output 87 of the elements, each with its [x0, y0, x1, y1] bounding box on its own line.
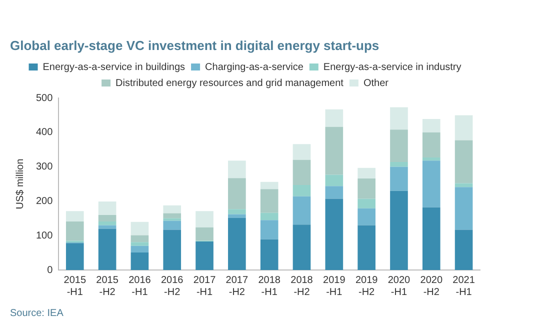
- bar: [358, 168, 376, 178]
- bar: [390, 107, 408, 130]
- bar: [292, 185, 311, 196]
- bar: [260, 212, 278, 220]
- x-tick-label: 2019 -H2: [355, 274, 378, 298]
- bar: [422, 132, 440, 158]
- x-tick-label: 2020 -H2: [420, 274, 443, 298]
- bar: [325, 174, 344, 186]
- bar: [260, 220, 278, 240]
- x-tick-label: 2017 -H2: [226, 274, 248, 298]
- x-tick-label: 2020 -H1: [388, 274, 411, 298]
- bar: [454, 187, 473, 230]
- bar: [292, 160, 311, 186]
- bar: [130, 222, 149, 236]
- bar: [130, 242, 149, 246]
- bar: [422, 158, 440, 161]
- bar: [292, 224, 311, 270]
- bar: [66, 211, 84, 222]
- bar: [196, 211, 214, 228]
- bar: [325, 186, 344, 199]
- bar: [163, 220, 182, 230]
- y-tick-label: 100: [36, 230, 54, 242]
- bar: [454, 115, 473, 140]
- y-tick-label: 500: [36, 92, 54, 104]
- bar: [260, 239, 278, 270]
- legend-label: Distributed energy resources and grid management: [116, 78, 344, 89]
- bar: [130, 235, 149, 242]
- bar: [66, 221, 84, 241]
- bar: [163, 213, 182, 218]
- bar: [260, 182, 278, 190]
- bar: [228, 209, 246, 214]
- bar: [228, 214, 246, 218]
- bar: [98, 214, 116, 222]
- bar: [422, 118, 440, 132]
- bar: [358, 178, 376, 199]
- y-tick-label: 300: [36, 162, 54, 173]
- bar: [292, 144, 311, 160]
- bar: [390, 190, 408, 270]
- x-tick-label: 2016 -H1: [128, 274, 152, 298]
- bar: [163, 218, 182, 221]
- legend-label: Energy-as-a-service in industry: [323, 62, 462, 73]
- bar: [358, 198, 376, 208]
- bar: [130, 252, 149, 270]
- bar: [292, 196, 311, 225]
- bar: [163, 230, 182, 270]
- x-tick-label: 2019 -H1: [323, 274, 346, 298]
- bar: [260, 189, 278, 213]
- bar: [98, 228, 116, 270]
- bar: [196, 241, 214, 270]
- bar: [130, 246, 149, 252]
- bar: [422, 160, 440, 208]
- y-axis-title: US$ million: [14, 158, 26, 210]
- x-tick-label: 2015 -H2: [96, 274, 119, 298]
- bar: [454, 230, 473, 270]
- x-tick-label: 2018 -H2: [290, 274, 314, 298]
- bar: [66, 243, 84, 270]
- bar: [454, 140, 473, 184]
- bar: [358, 225, 376, 270]
- bar: [228, 218, 246, 270]
- bar: [228, 178, 246, 210]
- x-tick-label: 2015 -H1: [64, 274, 86, 298]
- chart-title: Global early-stage VC investment in digital energy start-ups: [10, 38, 380, 53]
- bar: [390, 130, 408, 162]
- bar: [454, 183, 473, 188]
- bar: [228, 160, 246, 178]
- bar: [422, 207, 440, 270]
- bar: [325, 198, 344, 270]
- y-tick-label: 400: [36, 127, 54, 138]
- y-tick-label: 0: [47, 264, 54, 276]
- bar: [325, 126, 344, 175]
- bar: [390, 162, 408, 167]
- bar: [98, 202, 116, 215]
- legend-label: Other: [363, 78, 390, 89]
- legend-label: Energy-as-a-service in buildings: [42, 62, 186, 73]
- bar: [163, 205, 182, 214]
- bar: [325, 109, 344, 127]
- x-tick-label: 2018 -H1: [258, 274, 281, 298]
- x-tick-label: 2021 -H1: [452, 274, 476, 298]
- bar: [98, 221, 116, 226]
- bar: [390, 166, 408, 191]
- x-tick-label: 2016 -H2: [160, 274, 184, 298]
- x-tick-label: 2017 -H1: [193, 274, 216, 298]
- bar: [358, 208, 376, 226]
- y-tick-label: 200: [36, 196, 54, 207]
- source-note: Source: IEA: [10, 308, 64, 319]
- bar: [196, 227, 214, 241]
- legend-label: Charging-as-a-service: [205, 62, 304, 73]
